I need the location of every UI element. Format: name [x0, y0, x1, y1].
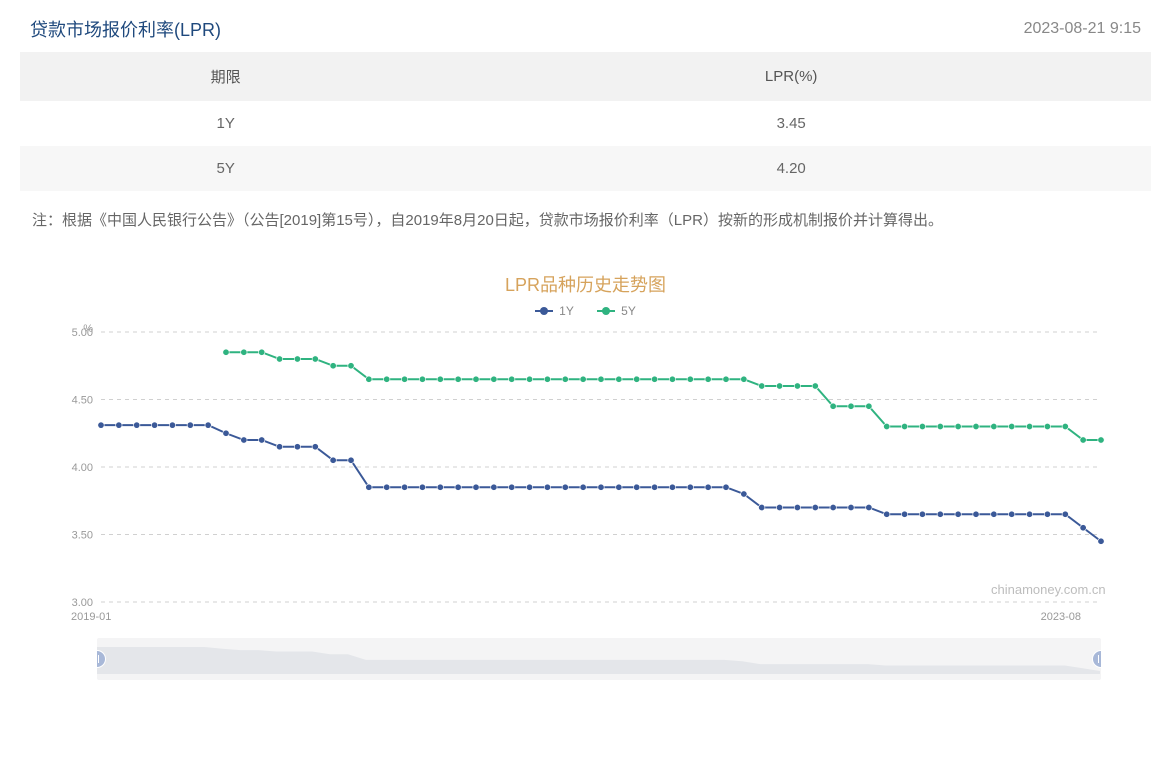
col-lpr: LPR(%) [431, 52, 1151, 101]
legend-swatch-1y [535, 310, 553, 312]
chart-title: LPR品种历史走势图 [20, 271, 1151, 297]
svg-text:%: % [83, 323, 93, 335]
chart-legend: 1Y 5Y [41, 301, 1131, 318]
svg-text:3.00: 3.00 [71, 597, 92, 609]
svg-text:2019-01: 2019-01 [71, 611, 111, 623]
timestamp: 2023-08-21 9:15 [1024, 20, 1141, 38]
svg-text:4.00: 4.00 [71, 462, 92, 474]
header: 贷款市场报价利率(LPR) 2023-08-21 9:15 [20, 10, 1151, 52]
chart-container: 1Y 5Y 5.004.504.003.503.00%chinamoney.co… [41, 301, 1131, 680]
col-term: 期限 [20, 52, 431, 101]
table-row: 1Y 3.45 [20, 101, 1151, 146]
table-row: 5Y 4.20 [20, 146, 1151, 191]
range-slider[interactable] [97, 638, 1101, 680]
slider-sparkline [97, 644, 1101, 674]
legend-swatch-5y [597, 310, 615, 312]
legend-item-5y[interactable]: 5Y [597, 304, 636, 318]
svg-text:4.50: 4.50 [71, 395, 92, 407]
lpr-table: 期限 LPR(%) 1Y 3.45 5Y 4.20 [20, 52, 1151, 191]
legend-item-1y[interactable]: 1Y [535, 304, 574, 318]
note-text: 注：根据《中国人民银行公告》（公告[2019]第15号），自2019年8月20日… [20, 191, 1151, 243]
page-title: 贷款市场报价利率(LPR) [30, 16, 221, 42]
svg-text:chinamoney.com.cn: chinamoney.com.cn [991, 582, 1106, 597]
lpr-history-chart[interactable]: 5.004.504.003.503.00%chinamoney.com.cn20… [41, 322, 1131, 632]
svg-text:2023-08: 2023-08 [1040, 611, 1080, 623]
svg-text:3.50: 3.50 [71, 530, 92, 542]
